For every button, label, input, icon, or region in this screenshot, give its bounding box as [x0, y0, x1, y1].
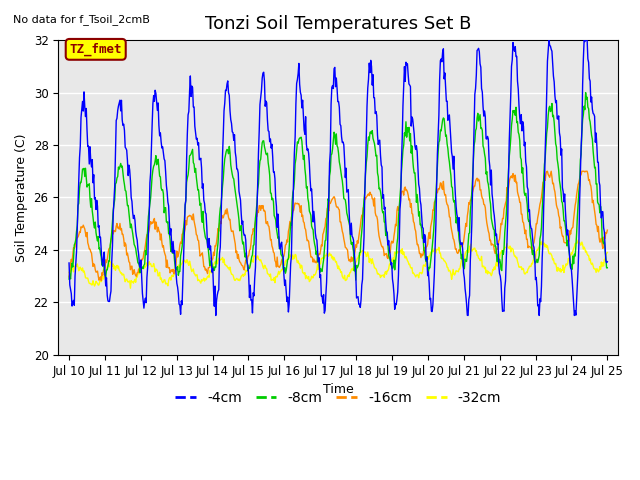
Text: TZ_fmet: TZ_fmet	[70, 43, 122, 56]
Legend: -4cm, -8cm, -16cm, -32cm: -4cm, -8cm, -16cm, -32cm	[170, 386, 507, 411]
Text: No data for f_Tsoil_2cmB: No data for f_Tsoil_2cmB	[13, 14, 150, 25]
Y-axis label: Soil Temperature (C): Soil Temperature (C)	[15, 133, 28, 262]
Title: Tonzi Soil Temperatures Set B: Tonzi Soil Temperatures Set B	[205, 15, 472, 33]
X-axis label: Time: Time	[323, 383, 353, 396]
